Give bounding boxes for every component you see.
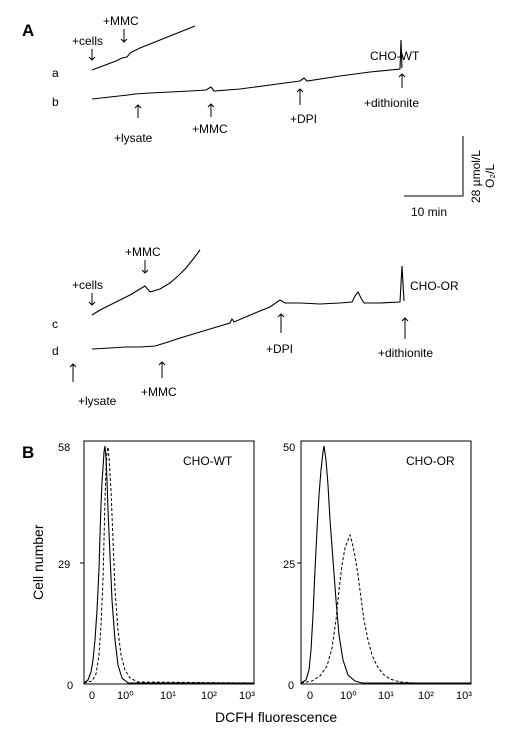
trace-d-lysate-label: +lysate (78, 394, 117, 408)
trace-a-cells-label: +cells (72, 34, 103, 48)
panel-b-xlabel: DCFH fluorescence (215, 709, 337, 725)
arrow-up-icon (277, 313, 285, 333)
scale-bar (404, 136, 464, 197)
left-xtick-4: 10³ (239, 690, 255, 702)
trace-d-label: d (52, 344, 59, 358)
right-ytick-top: 50 (283, 442, 295, 454)
trace-a-label: a (52, 66, 59, 80)
left-xtick-2: 10¹ (160, 690, 176, 702)
trace-c-cells-label: +cells (72, 278, 103, 292)
histogram-right-frame (300, 440, 472, 685)
trace-d-mmc-label: +MMC (141, 385, 177, 399)
trace-d-dpi-label: +DPI (266, 342, 293, 356)
trace-d (91, 265, 405, 350)
right-xtick-1: 10⁰ (340, 690, 357, 702)
histogram-left-solid (83, 445, 254, 684)
left-ytick-mid: 29 (58, 559, 70, 571)
left-xtick-3: 10² (201, 690, 217, 702)
right-xtick-0: 0 (307, 690, 313, 702)
right-ytick-zero: 0 (288, 680, 294, 692)
arrow-up-icon (158, 361, 166, 378)
panel-b-label: B (22, 443, 34, 462)
arrow-up-icon (207, 103, 215, 117)
left-ytick-top: 58 (58, 442, 70, 454)
histogram-left-dashed (83, 446, 255, 684)
right-xtick-2: 10¹ (378, 690, 394, 702)
trace-a-mmc-label: +MMC (103, 14, 139, 28)
arrow-down-icon (141, 260, 149, 274)
trace-b-mmc-label: +MMC (192, 122, 228, 136)
histogram-right-dashed (300, 533, 471, 684)
histogram-left-title: CHO-WT (183, 454, 233, 468)
left-xtick-0: 0 (89, 690, 95, 702)
trace-c-label: c (52, 317, 58, 331)
trace-d-dithionite-label: +dithionite (378, 346, 433, 360)
left-ytick-zero: 0 (67, 680, 73, 692)
right-ytick-mid: 25 (283, 559, 295, 571)
right-xtick-3: 10² (418, 690, 434, 702)
trace-b-dithionite-label: +dithionite (364, 96, 419, 110)
arrow-up-icon (296, 88, 304, 105)
right-xtick-4: 10³ (456, 690, 472, 702)
trace-b-lysate-label: +lysate (114, 131, 153, 145)
arrow-up-icon (134, 104, 142, 118)
cho-wt-label: CHO-WT (370, 49, 420, 63)
trace-a (91, 25, 196, 71)
arrow-up-icon (401, 317, 409, 339)
histogram-right-title: CHO-OR (406, 454, 455, 468)
scale-y-unit-label: O₂/L (483, 164, 497, 188)
left-xtick-1: 10⁰ (117, 690, 134, 702)
arrow-down-icon (120, 29, 128, 43)
panel-b-ylabel: Cell number (30, 524, 46, 600)
arrow-up-icon (398, 73, 406, 88)
trace-c-mmc-label: +MMC (125, 245, 161, 259)
arrow-down-icon (88, 49, 96, 61)
panel-a-label: A (22, 21, 34, 40)
cho-or-label: CHO-OR (410, 279, 459, 293)
arrow-up-icon (69, 363, 77, 382)
histogram-left-frame (83, 440, 255, 685)
arrow-down-icon (88, 293, 96, 306)
histogram-right-solid (300, 445, 471, 684)
trace-c (91, 249, 201, 316)
scale-x-label: 10 min (411, 205, 447, 219)
trace-b-label: b (52, 95, 59, 109)
trace-b (91, 39, 403, 100)
scale-y-label: 28 µmol/L (469, 150, 483, 203)
trace-b-dpi-label: +DPI (290, 112, 317, 126)
